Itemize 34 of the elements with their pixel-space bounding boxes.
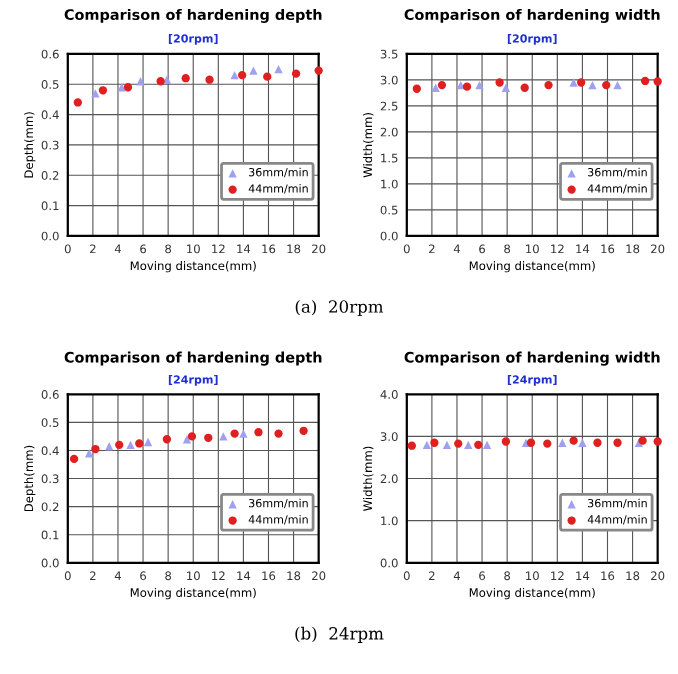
point — [181, 74, 190, 83]
point — [187, 432, 197, 441]
point — [143, 437, 153, 447]
point — [73, 98, 82, 107]
point — [249, 66, 258, 75]
point — [314, 66, 323, 75]
point — [91, 444, 100, 454]
point — [291, 69, 301, 78]
text: (a) 20rpm — [295, 299, 384, 317]
point — [91, 89, 100, 98]
point — [98, 86, 108, 95]
point — [274, 429, 283, 438]
point — [123, 83, 133, 92]
point — [115, 440, 124, 450]
point — [299, 426, 308, 435]
point — [204, 433, 213, 442]
point — [105, 442, 114, 451]
point — [239, 429, 248, 438]
point — [126, 440, 135, 450]
point — [274, 64, 283, 74]
point — [219, 432, 228, 441]
point — [237, 70, 247, 80]
point — [162, 435, 172, 444]
point — [84, 449, 94, 458]
point — [230, 70, 239, 80]
point — [205, 75, 214, 84]
point — [156, 77, 165, 86]
text: (b) 24rpm — [295, 626, 384, 643]
point — [263, 72, 272, 81]
point — [254, 428, 263, 437]
point — [135, 439, 144, 448]
point — [230, 429, 239, 438]
point — [136, 77, 145, 86]
point — [69, 454, 79, 464]
